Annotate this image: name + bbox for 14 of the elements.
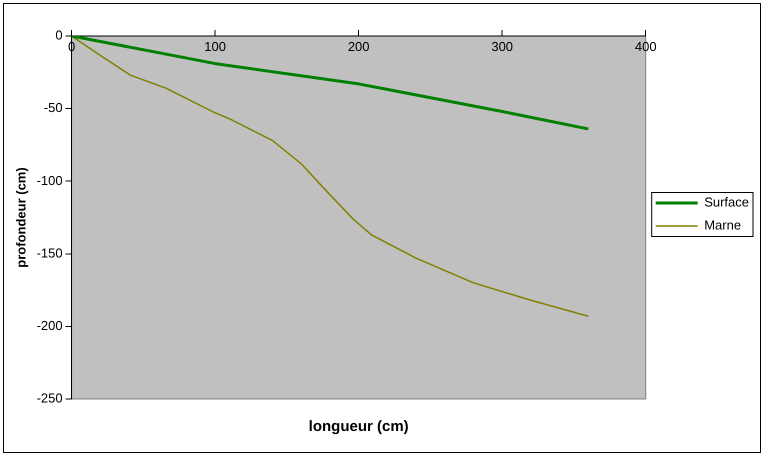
y-tick-label: -200 (36, 318, 63, 333)
y-axis-title: profondeur (cm) (13, 167, 28, 268)
x-tick-label: 400 (634, 39, 657, 54)
x-tick-label: 100 (204, 39, 226, 54)
y-tick-label: -100 (36, 172, 63, 188)
legend-label: Marne (704, 218, 742, 233)
legend-label: Surface (704, 194, 750, 210)
y-tick-label: -50 (44, 100, 63, 116)
y-tick-label: -250 (36, 390, 63, 406)
y-tick-label: -150 (36, 245, 63, 260)
x-tick-label: 200 (348, 39, 370, 54)
x-axis-title: longueur (cm) (308, 418, 409, 435)
x-tick-label: 300 (491, 39, 514, 54)
y-tick-label: 0 (55, 28, 63, 43)
